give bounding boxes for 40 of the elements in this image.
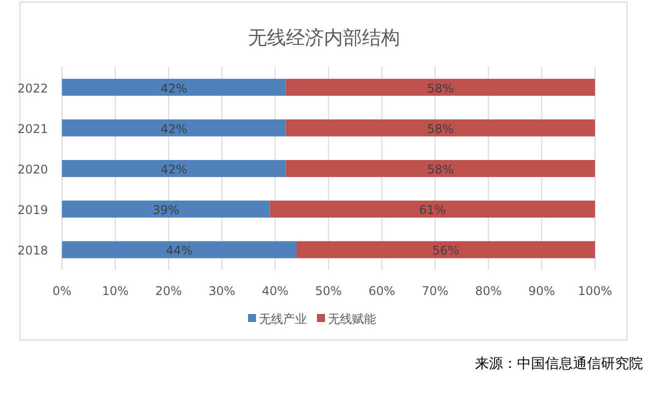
x-tick-label: 20% bbox=[155, 284, 182, 298]
bar bbox=[286, 119, 595, 136]
x-tick-label: 40% bbox=[262, 284, 289, 298]
y-tick-label: 2019 bbox=[17, 203, 48, 218]
data-label: 42% bbox=[160, 162, 188, 176]
legend-label: 无线产业 bbox=[259, 312, 307, 326]
data-label: 39% bbox=[152, 203, 180, 218]
bar bbox=[62, 160, 286, 177]
bar bbox=[270, 200, 595, 218]
x-tick-label: 80% bbox=[475, 284, 502, 298]
bar bbox=[62, 78, 286, 96]
bar bbox=[62, 241, 297, 258]
data-label: 58% bbox=[427, 122, 454, 136]
y-tick-label: 2022 bbox=[17, 81, 48, 96]
bar bbox=[286, 160, 595, 177]
data-label: 61% bbox=[419, 203, 446, 218]
bar bbox=[296, 241, 595, 258]
bar bbox=[62, 200, 270, 218]
data-label: 58% bbox=[427, 81, 454, 96]
data-label: 58% bbox=[427, 162, 454, 176]
x-tick-label: 0% bbox=[52, 284, 72, 298]
bar bbox=[286, 78, 595, 96]
source-note: 来源：中国信息通信研究院 bbox=[475, 356, 643, 372]
x-tick-label: 50% bbox=[315, 284, 342, 298]
data-label: 44% bbox=[166, 244, 193, 258]
data-label: 42% bbox=[160, 122, 188, 136]
chart-title: 无线经济内部结构 bbox=[248, 27, 400, 49]
bar bbox=[62, 119, 286, 136]
x-tick-label: 30% bbox=[208, 284, 236, 298]
x-tick-label: 60% bbox=[368, 284, 396, 298]
y-tick-label: 2021 bbox=[17, 122, 48, 136]
x-tick-label: 70% bbox=[422, 284, 448, 298]
x-tick-label: 10% bbox=[102, 284, 129, 298]
data-label: 56% bbox=[432, 244, 460, 258]
x-tick-label: 100% bbox=[578, 284, 612, 298]
data-label: 42% bbox=[160, 81, 188, 96]
y-tick-label: 2018 bbox=[17, 244, 48, 258]
legend-label: 无线赋能 bbox=[328, 312, 376, 326]
x-tick-label: 90% bbox=[528, 284, 556, 298]
y-tick-label: 2020 bbox=[17, 162, 48, 176]
